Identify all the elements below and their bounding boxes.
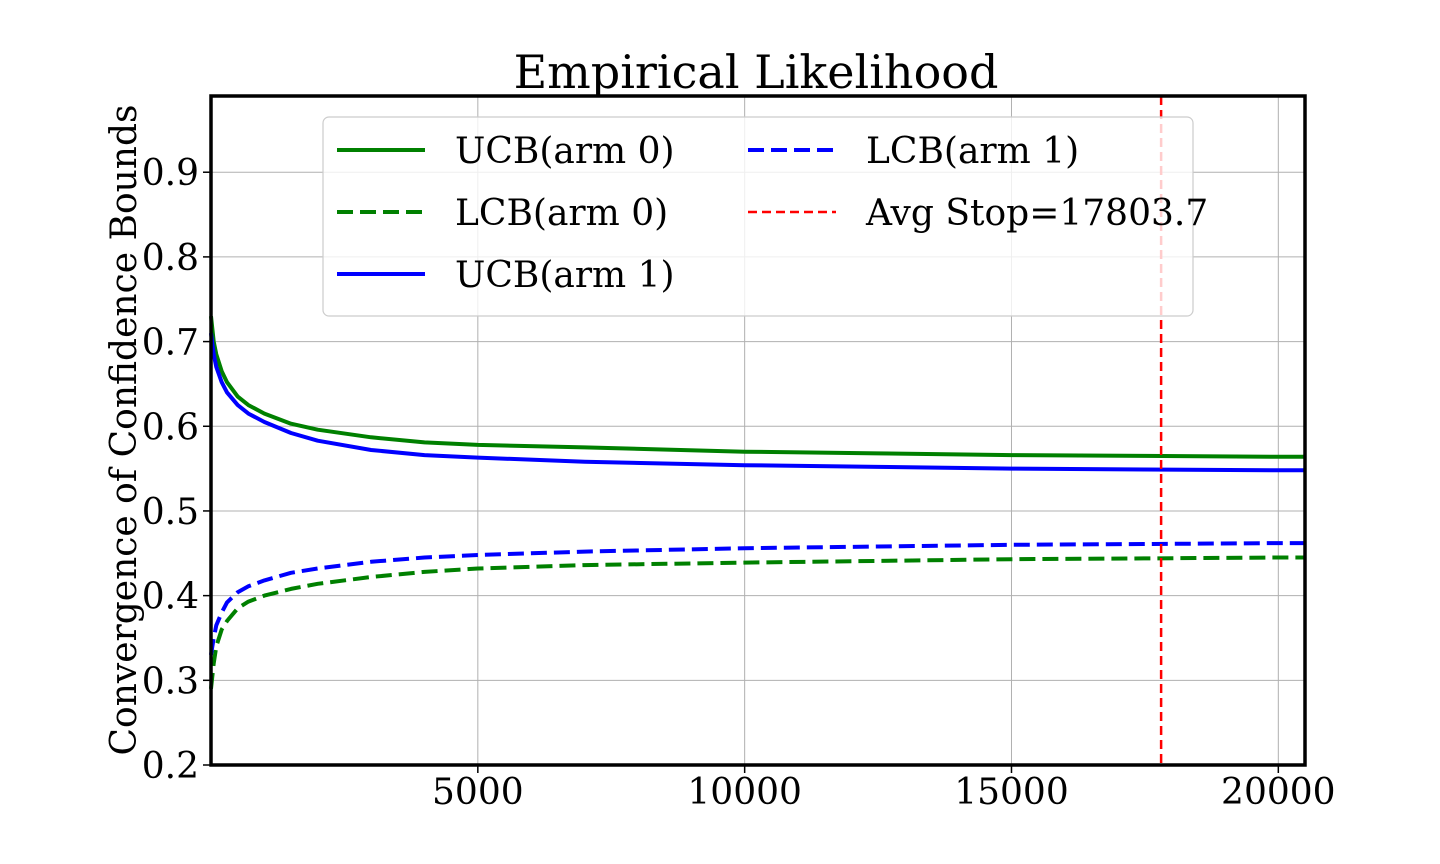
- x-axis-ticks: 5000 10000 15000 20000: [432, 765, 1336, 813]
- x-tick-label: 10000: [687, 772, 802, 813]
- series-line-ucb-arm-0: [209, 315, 1305, 459]
- y-axis-ticks: 0.2 0.3 0.4 0.5 0.6 0.7 0.8 0.9: [142, 153, 211, 787]
- y-axis-label: Convergence of Confidence Bounds: [104, 104, 145, 755]
- y-tick-label: 0.8: [142, 238, 199, 279]
- series-line-ucb-arm-1: [209, 332, 1305, 473]
- legend-box: [322, 116, 1194, 317]
- y-tick-label: 0.3: [142, 661, 199, 702]
- y-tick-label: 0.9: [142, 153, 199, 194]
- legend: UCB(arm 0) LCB(arm 0) UCB(arm 1) LCB(arm 1)…: [322, 116, 1208, 317]
- x-tick-label: 20000: [1221, 772, 1336, 813]
- plot-frame: [209, 94, 1307, 767]
- series-line-lcb-arm-0: [209, 555, 1305, 690]
- y-tick-label: 0.7: [142, 323, 199, 364]
- series-lines: [209, 315, 1305, 690]
- legend-label: UCB(arm 1): [455, 255, 675, 296]
- y-tick-label: 0.4: [142, 577, 199, 618]
- legend-label: LCB(arm 1): [866, 131, 1079, 172]
- y-tick-label: 0.2: [142, 746, 199, 787]
- chart-title: Empirical Likelihood: [514, 45, 999, 99]
- legend-label: UCB(arm 0): [455, 131, 675, 172]
- x-tick-label: 15000: [954, 772, 1069, 813]
- y-tick-label: 0.5: [142, 492, 199, 533]
- x-tick-label: 5000: [432, 772, 524, 813]
- legend-label: Avg Stop=17803.7: [865, 193, 1208, 234]
- y-tick-label: 0.6: [142, 407, 199, 448]
- legend-label: LCB(arm 0): [455, 193, 668, 234]
